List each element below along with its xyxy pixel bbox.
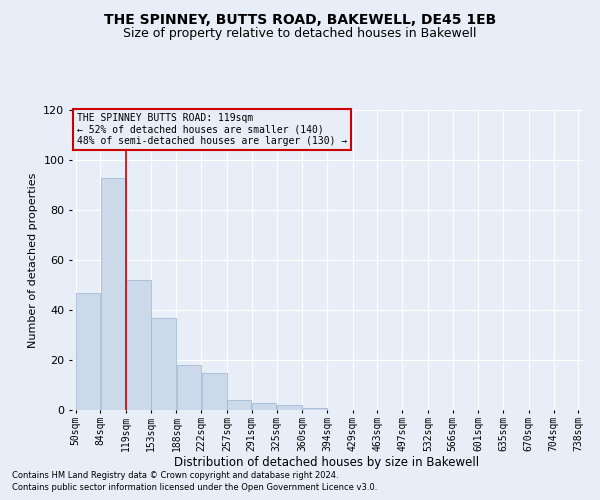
Bar	[101, 178, 125, 410]
Bar	[227, 400, 251, 410]
Bar	[252, 402, 276, 410]
Bar	[202, 372, 227, 410]
Bar	[151, 318, 176, 410]
X-axis label: Distribution of detached houses by size in Bakewell: Distribution of detached houses by size …	[175, 456, 479, 469]
Text: THE SPINNEY, BUTTS ROAD, BAKEWELL, DE45 1EB: THE SPINNEY, BUTTS ROAD, BAKEWELL, DE45 …	[104, 12, 496, 26]
Bar	[277, 405, 302, 410]
Bar	[302, 408, 326, 410]
Bar	[127, 280, 151, 410]
Text: THE SPINNEY BUTTS ROAD: 119sqm
← 52% of detached houses are smaller (140)
48% of: THE SPINNEY BUTTS ROAD: 119sqm ← 52% of …	[77, 113, 347, 146]
Text: Contains HM Land Registry data © Crown copyright and database right 2024.: Contains HM Land Registry data © Crown c…	[12, 471, 338, 480]
Y-axis label: Number of detached properties: Number of detached properties	[28, 172, 38, 348]
Bar	[76, 292, 100, 410]
Text: Size of property relative to detached houses in Bakewell: Size of property relative to detached ho…	[123, 28, 477, 40]
Text: Contains public sector information licensed under the Open Government Licence v3: Contains public sector information licen…	[12, 484, 377, 492]
Bar	[177, 365, 201, 410]
